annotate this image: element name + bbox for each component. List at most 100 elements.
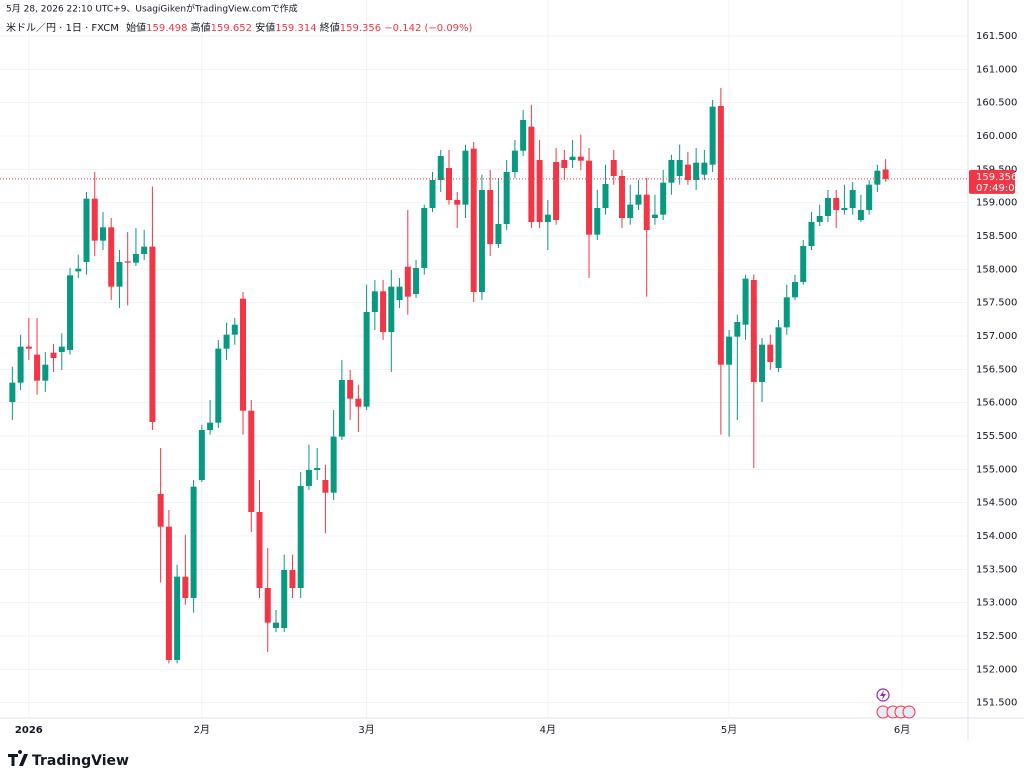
candle-body — [223, 334, 230, 349]
x-tick-label: 2026 — [15, 725, 43, 736]
candle-body — [586, 160, 593, 235]
candle-body — [478, 190, 485, 292]
candle-body — [272, 622, 279, 628]
candle-body — [874, 170, 881, 185]
y-tick-label: 158.000 — [976, 264, 1017, 275]
y-tick-label: 157.500 — [976, 298, 1017, 309]
candle-body — [174, 576, 181, 660]
event-icons — [876, 688, 916, 719]
candle-body — [610, 160, 617, 176]
close-label: 終値 — [320, 21, 340, 34]
candle-body — [841, 208, 848, 210]
candle-body — [380, 291, 387, 332]
candle-body — [701, 162, 708, 175]
change: −0.142 — [384, 23, 421, 34]
candle-body — [726, 336, 733, 365]
y-tick-label: 153.000 — [976, 598, 1017, 609]
candle-body — [511, 150, 518, 172]
candle-body — [833, 198, 840, 210]
candle-body — [520, 120, 527, 151]
candle-body — [50, 352, 57, 358]
candle-body — [207, 422, 214, 430]
y-tick-label: 156.500 — [976, 364, 1017, 375]
candle-body — [25, 346, 32, 349]
candle-body — [775, 327, 782, 368]
candle-body — [791, 282, 798, 298]
y-tick-label: 154.000 — [976, 531, 1017, 542]
footer-bg — [0, 740, 1024, 780]
candle-body — [602, 184, 609, 208]
candle-body — [305, 470, 312, 486]
candle-body — [413, 268, 420, 294]
candle-body — [445, 168, 452, 200]
candle-body — [149, 246, 156, 422]
event-icon-bolt — [880, 690, 886, 700]
candle-body — [684, 164, 691, 180]
candle-body — [553, 162, 560, 220]
candle-body — [882, 169, 889, 179]
candle-body — [454, 200, 461, 205]
candle-body — [388, 286, 395, 332]
candle-body — [800, 246, 807, 282]
candle-body — [503, 172, 510, 224]
candle-body — [404, 266, 411, 297]
candle-body — [215, 348, 222, 423]
candle-body — [635, 194, 642, 205]
high-value: 159.652 — [211, 23, 252, 34]
flag-icon — [902, 705, 916, 719]
candle-body — [660, 182, 667, 215]
y-tick-label: 155.000 — [976, 464, 1017, 475]
candle-body — [289, 570, 296, 588]
x-tick-label: 2月 — [194, 724, 210, 736]
candle-body — [371, 291, 378, 312]
open-label: 始値 — [126, 21, 146, 34]
candle-body — [240, 298, 247, 411]
last-price-label: 159.356 — [976, 172, 1017, 183]
candle-body — [495, 224, 502, 244]
candle-body — [759, 344, 766, 382]
candles — [9, 88, 889, 664]
y-tick-label: 161.000 — [976, 64, 1017, 75]
candle-body — [132, 254, 139, 263]
candle-body — [849, 190, 856, 208]
candle-body — [561, 160, 568, 168]
candle-body — [816, 216, 823, 222]
candle-body — [421, 208, 428, 268]
candle-body — [396, 286, 403, 300]
candle-body — [594, 208, 601, 235]
candle-body — [824, 198, 831, 216]
candle-body — [9, 382, 16, 402]
logo-mark — [8, 750, 28, 766]
candle-body — [577, 156, 584, 161]
candle-body — [808, 222, 815, 246]
candle-body — [651, 214, 658, 218]
candle-body — [866, 184, 873, 210]
candle-body — [528, 126, 535, 222]
candle-body — [857, 210, 864, 220]
header: 5月 28, 2026 22:10 UTC+9、UsagiGikenがTradi… — [6, 3, 298, 15]
candle-body — [248, 410, 255, 512]
candle-body — [643, 194, 650, 230]
candle-body — [34, 354, 41, 381]
x-tick-label: 4月 — [540, 724, 556, 736]
y-tick-label: 158.500 — [976, 231, 1017, 242]
candle-body — [429, 180, 436, 208]
candle-body — [693, 162, 700, 180]
candle-body — [347, 380, 354, 399]
candle-body — [709, 106, 716, 165]
candle-body — [198, 430, 205, 480]
candle-body — [742, 278, 749, 325]
candle-body — [487, 190, 494, 244]
symbol: 米ドル／円 · 1日 · FXCM — [6, 21, 119, 34]
candle-body — [281, 570, 288, 628]
low-label: 安値 — [255, 21, 275, 34]
legend: 米ドル／円 · 1日 · FXCM 始値159.498 高値159.652 安値… — [6, 21, 473, 34]
y-tick-label: 153.500 — [976, 564, 1017, 575]
x-tick-label: 5月 — [721, 724, 737, 736]
candle-body — [676, 160, 683, 176]
candle-body — [363, 312, 370, 407]
candle-body — [544, 214, 551, 222]
candle-body — [42, 364, 49, 381]
last-price-box — [969, 169, 1015, 194]
candle-body — [116, 262, 123, 287]
